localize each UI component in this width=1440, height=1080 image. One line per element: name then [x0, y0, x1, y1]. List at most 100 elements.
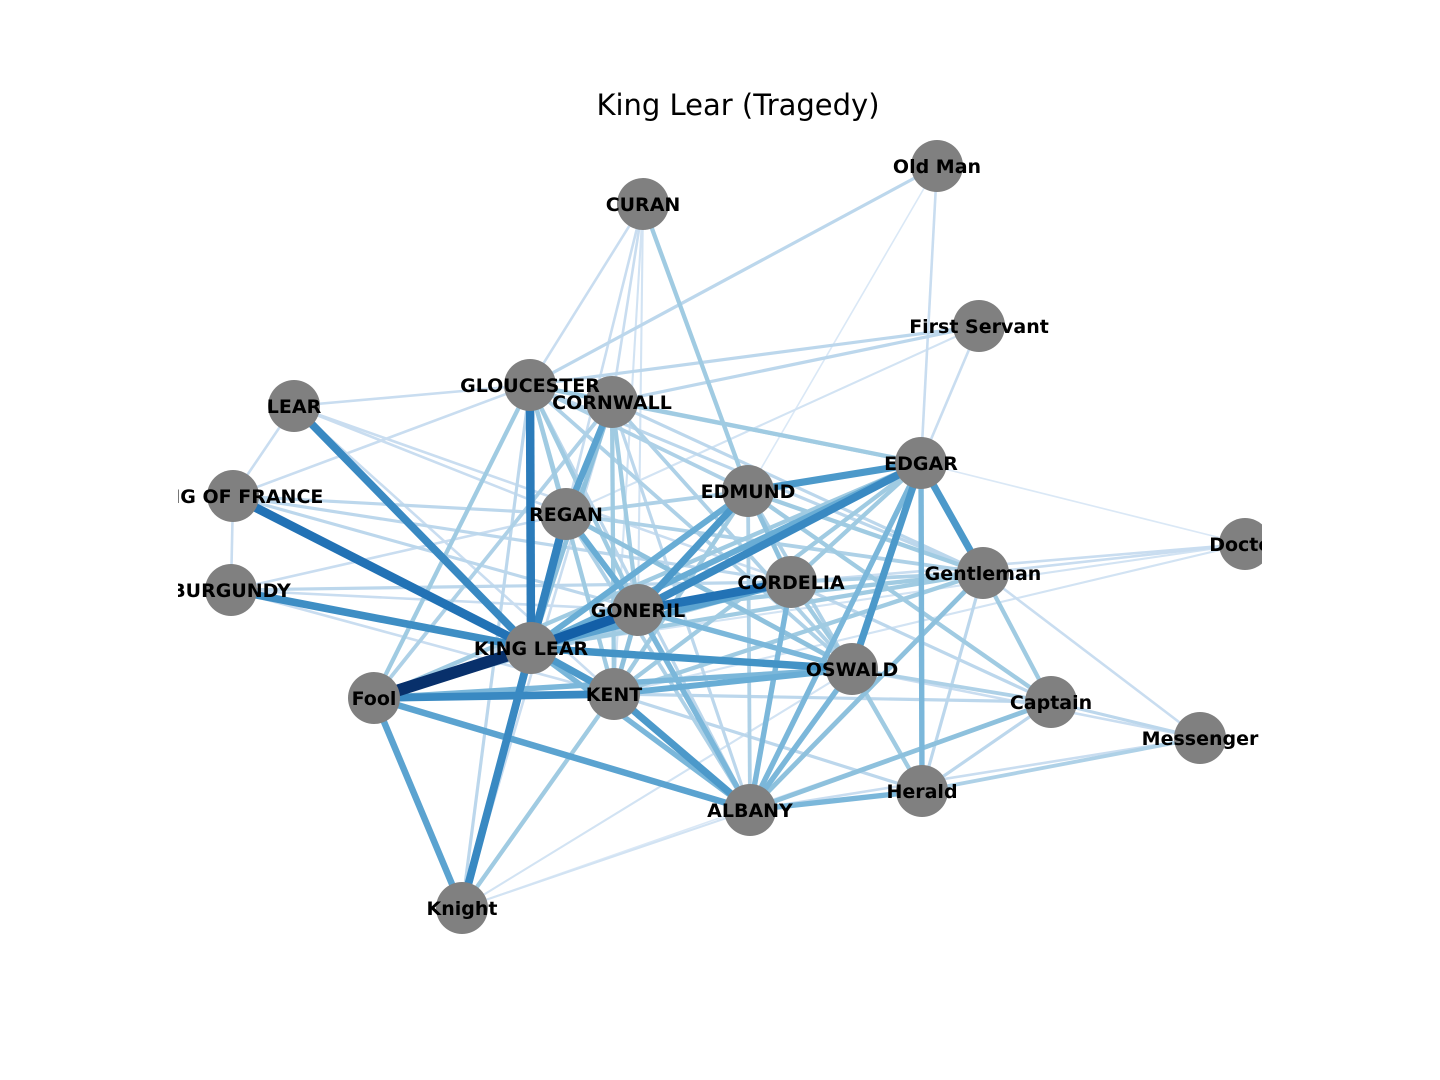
node-layer — [205, 140, 1262, 934]
node-cornwall — [586, 376, 638, 428]
node-label-captain: Captain — [1010, 692, 1092, 714]
node-label-lear: LEAR — [267, 396, 322, 418]
edge-lear-regan — [293, 404, 567, 516]
edge-edgar-herald — [918, 462, 925, 792]
edge-gloucester-lear — [293, 383, 531, 408]
node-label-king-of-france: KING OF FRANCE — [143, 486, 324, 508]
node-cordelia — [765, 556, 817, 608]
node-captain — [1025, 676, 1077, 728]
edge-edgar-old-man — [919, 165, 939, 464]
node-label-first-servant: First Servant — [909, 316, 1049, 338]
node-goneril — [612, 584, 664, 636]
node-messenger — [1174, 712, 1226, 764]
edge-king-lear-oswald — [530, 644, 853, 673]
node-label-king-lear: KING LEAR — [474, 638, 589, 660]
edge-edgar-edmund — [747, 459, 922, 495]
edge-fool-kent — [373, 690, 615, 702]
edge-kent-edmund — [612, 489, 750, 696]
node-label-cornwall: CORNWALL — [552, 392, 672, 414]
edge-oswald-cornwall — [610, 400, 854, 671]
node-herald — [896, 765, 948, 817]
edge-edgar-doctor — [920, 462, 1246, 545]
edge-fool-albany — [373, 694, 751, 814]
node-label-doctor: Doctor — [1209, 534, 1281, 556]
edge-regan-edmund — [565, 489, 749, 516]
node-label-gentleman: Gentleman — [925, 563, 1042, 585]
edge-fool-gloucester — [372, 384, 532, 699]
edge-goneril-edmund — [635, 488, 751, 613]
edge-king-lear-lear — [291, 403, 534, 651]
edge-regan-oswald — [564, 511, 854, 672]
edge-burgundy-kent — [230, 588, 615, 696]
edge-gloucester-curan — [528, 203, 645, 386]
edge-edgar-albany — [747, 461, 924, 812]
node-label-gloucester: GLOUCESTER — [460, 375, 600, 397]
edge-kent-albany — [611, 691, 753, 813]
edge-king-lear-edmund — [529, 488, 750, 651]
node-regan — [540, 488, 592, 540]
edge-herald-messenger — [921, 736, 1201, 793]
node-curan — [617, 178, 669, 230]
node-label-old-man: Old Man — [893, 156, 981, 178]
node-gentleman — [957, 547, 1009, 599]
edge-king-lear-gentleman — [530, 570, 984, 651]
edge-knight-albany — [461, 809, 751, 909]
label-layer: Old Man CURAN First Servant GLOUCESTERCORNW… — [143, 156, 1281, 920]
edge-king-lear-fool — [372, 642, 533, 704]
edge-king-lear-king-of-france — [230, 492, 534, 652]
node-albany — [724, 784, 776, 836]
node-label-cordelia: CORDELIA — [737, 572, 845, 594]
edge-gloucester-old-man — [529, 164, 938, 387]
node-label-regan: REGAN — [529, 504, 603, 526]
edge-kent-cornwall — [609, 401, 617, 695]
node-label-burgundy: BURGUNDY — [171, 580, 291, 602]
edge-first-servant-regan — [565, 325, 980, 515]
chart-title: King Lear (Tragedy) — [596, 88, 879, 122]
edge-curan-regan — [564, 203, 645, 515]
node-old-man — [911, 140, 963, 192]
edge-fool-cornwall — [372, 400, 614, 700]
network-plot: Old Man CURAN First Servant GLOUCESTERCORNW… — [143, 140, 1281, 934]
edge-kent-oswald — [613, 666, 853, 697]
node-label-fool: Fool — [352, 688, 397, 710]
edge-edgar-cordelia — [789, 461, 923, 584]
edge-gentleman-messenger — [982, 571, 1201, 740]
node-label-oswald: OSWALD — [806, 659, 899, 681]
edge-cornwall-curan — [610, 203, 645, 403]
edge-albany-captain — [749, 699, 1052, 813]
node-gloucester — [504, 359, 556, 411]
edge-oswald-albany — [747, 667, 855, 812]
edge-kent-knight — [460, 692, 616, 910]
node-label-goneril: GONERIL — [591, 600, 685, 622]
node-edmund — [722, 465, 774, 517]
edge-edmund-gloucester — [529, 383, 749, 493]
edge-edgar-oswald — [848, 461, 925, 671]
edge-fool-knight — [371, 696, 465, 910]
node-label-curan: CURAN — [606, 194, 681, 216]
edge-king-lear-burgundy — [230, 586, 532, 652]
edge-herald-gentleman — [920, 572, 985, 792]
node-knight — [436, 882, 488, 934]
edge-albany-gentleman — [748, 571, 985, 812]
node-label-herald: Herald — [886, 781, 957, 803]
edge-cordelia-albany — [747, 581, 794, 811]
node-kent — [588, 668, 640, 720]
edge-king-lear-knight — [458, 646, 535, 910]
edge-captain-herald — [921, 700, 1052, 793]
node-label-edgar: EDGAR — [884, 453, 958, 475]
node-label-messenger: Messenger — [1142, 728, 1259, 750]
node-burgundy — [205, 564, 257, 616]
edge-edmund-gentleman — [747, 488, 984, 576]
edge-albany-herald — [749, 788, 923, 813]
node-fool — [348, 672, 400, 724]
edge-albany-messenger — [749, 736, 1201, 812]
edge-knight-oswald — [461, 668, 853, 909]
edge-oswald-gloucester — [528, 383, 854, 671]
node-label-knight: Knight — [427, 898, 498, 920]
edge-edmund-curan — [640, 203, 751, 492]
node-first-servant — [953, 300, 1005, 352]
edge-goneril-albany — [635, 608, 753, 812]
edge-kent-herald — [613, 692, 923, 793]
